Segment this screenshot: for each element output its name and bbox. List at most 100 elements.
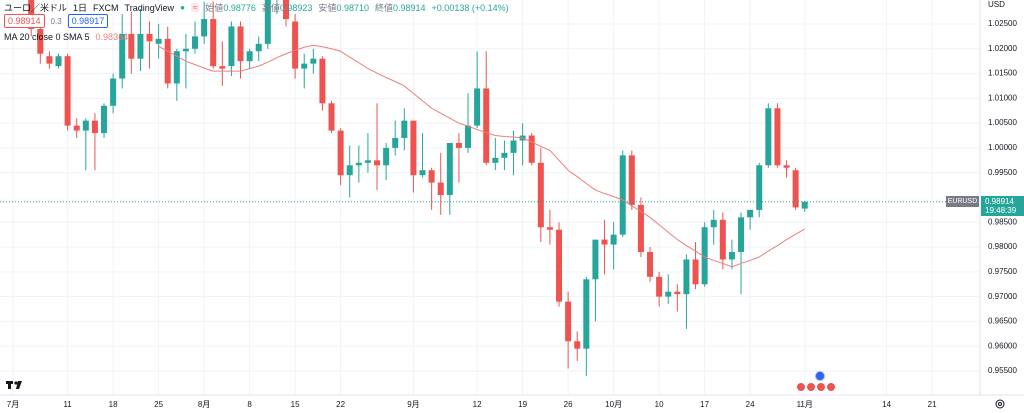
candle-body [665, 291, 672, 297]
x-tick-label: 10月 [605, 400, 622, 409]
candle-body [246, 51, 253, 62]
event-icons [796, 371, 836, 392]
candle-body [283, 0, 290, 20]
candle-body [774, 108, 781, 166]
candle-body [110, 78, 117, 106]
ohlc-item: 始値0.98776 [205, 1, 256, 14]
candle-body [383, 147, 390, 166]
candle-body [765, 108, 772, 166]
plot-area [0, 0, 980, 376]
candle-body [619, 155, 626, 235]
candle-body [683, 259, 690, 295]
candle-body [292, 21, 299, 69]
candle-body [419, 170, 426, 176]
candle-body [437, 182, 444, 196]
x-tick-label: 21 [928, 400, 937, 409]
buy-button[interactable]: 0.98917 [67, 14, 109, 28]
axes: 1.02500 1.02000 1.01500 1.01000 1.00500 1.000… [7, 19, 1018, 409]
ohlc-name: 高値 [261, 3, 280, 13]
candle-body [182, 48, 189, 52]
event-icon [816, 382, 826, 392]
candle-body [119, 33, 126, 79]
x-tick-label: 15 [291, 400, 300, 409]
candle-body [55, 56, 62, 67]
logo-part [16, 381, 22, 389]
y-tick-label: 0.99500 [988, 168, 1017, 177]
gear-hub[interactable] [998, 402, 1002, 406]
x-tick-label: 11 [63, 400, 72, 409]
ohlc-item: 終値0.98914 [375, 1, 426, 14]
symbol-price-tag: EURUSD [946, 196, 979, 208]
x-tick-label: 17 [700, 400, 709, 409]
candle-body [692, 259, 699, 285]
x-tick-label: 9月 [407, 400, 419, 409]
flag-icon[interactable]: ≈ [190, 3, 200, 12]
y-tick-label: 1.02000 [988, 44, 1017, 53]
candle-body [201, 19, 208, 37]
candle-body [492, 157, 499, 163]
gear[interactable] [995, 399, 1005, 409]
candle-body [592, 239, 599, 280]
candle-body [37, 28, 44, 54]
change: +0.00138 (+0.14%) [431, 2, 509, 13]
logo-part [8, 381, 11, 389]
market-status: ● [180, 3, 185, 12]
candle-body [210, 19, 217, 67]
ohlc-legend: 始値0.98776 高値0.98923 安値0.98710 終値0.98914 [205, 1, 425, 14]
candle-body [137, 33, 144, 59]
candle-body [701, 227, 708, 285]
candle-body [301, 63, 308, 69]
candle-body [319, 58, 326, 104]
ohlc-name: 安値 [318, 3, 337, 13]
candle-body [738, 217, 745, 253]
x-tick-label: 22 [336, 400, 345, 409]
candle-body [528, 135, 535, 163]
candle-body [146, 33, 153, 42]
y-tick-label: 1.00500 [988, 118, 1017, 127]
candle-body [374, 160, 381, 166]
event-icon [796, 382, 806, 392]
y-tick-label: 0.96000 [988, 341, 1017, 350]
grid [0, 0, 980, 395]
candle-body [601, 239, 608, 245]
platform: TradingView [124, 2, 175, 13]
x-tick-label: 19 [518, 400, 527, 409]
candle-body [73, 125, 80, 131]
sell-button[interactable]: 0.98914 [4, 14, 45, 28]
candle-body [747, 209, 754, 218]
countdown: 19:48:39 [985, 205, 1017, 215]
logo [6, 381, 22, 389]
x-tick-label: 24 [746, 400, 755, 409]
event-icon [806, 382, 816, 392]
candle-body [556, 229, 563, 302]
candle-body [501, 152, 508, 158]
y-tick-label: 1.01500 [988, 69, 1017, 78]
currency-label: USD [988, 0, 1005, 9]
ohlc-value: 0.98914 [393, 3, 426, 13]
symbol-title[interactable]: ユーロ／米ドル [4, 3, 68, 13]
interval[interactable]: 1日 [73, 3, 88, 13]
last-price-tag: 0.98914 19:48:39 [981, 195, 1024, 216]
quote-row: 0.98914 0.3 0.98917 [4, 14, 109, 28]
candle-body [173, 51, 180, 84]
candle-body [574, 341, 581, 349]
ohlc-value: 0.98923 [279, 3, 313, 13]
spread: 0.3 [50, 16, 62, 26]
candle-body [637, 204, 644, 253]
candle-body [410, 120, 417, 176]
candle-body [328, 103, 335, 131]
ohlc-name: 始値 [205, 3, 224, 13]
candle-body [346, 165, 353, 176]
candle-body [337, 130, 344, 176]
ohlc-value: 0.98710 [336, 3, 369, 13]
candle-body [64, 56, 71, 126]
ohlc-value: 0.98776 [223, 3, 256, 13]
settings-icon[interactable] [995, 399, 1005, 409]
candle-body [801, 201, 808, 209]
ma-name[interactable]: MA 20 close 0 SMA 5 [4, 32, 90, 42]
candle-body [428, 170, 435, 183]
x-tick-label: 26 [564, 400, 573, 409]
indicator-row: MA 20 close 0 SMA 5 0.98364 [4, 32, 128, 42]
candle-body [656, 276, 663, 297]
